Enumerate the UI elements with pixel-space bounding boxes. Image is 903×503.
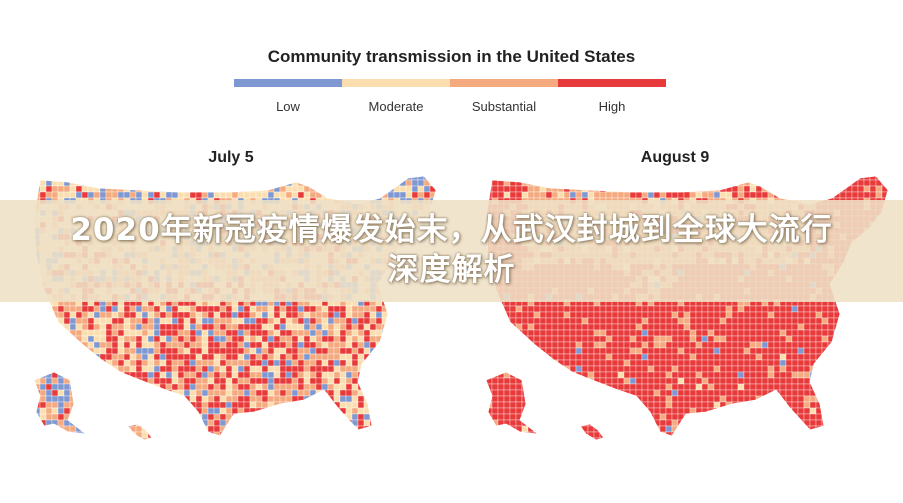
chart-title: Community transmission in the United Sta… [267,47,636,66]
banner-line-1: 2020年新冠疫情爆发始末，从武汉封城到全球大流行 [70,212,833,248]
banner-headline: 2020年新冠疫情爆发始末，从武汉封城到全球大流行 深度解析 [0,210,903,290]
legend-label-moderate: Moderate [368,99,424,114]
title-banner [0,200,903,302]
legend-swatch-low [234,79,342,87]
map-title-august: August 9 [640,149,710,166]
legend-label-low: Low [276,99,300,114]
banner-line-2: 深度解析 [387,252,516,288]
map-title-july: July 5 [208,149,254,166]
legend: Low Moderate Substantial High [234,79,666,119]
legend-swatch-moderate [342,79,450,87]
legend-swatch-substantial [450,79,558,87]
legend-swatch-high [558,79,666,87]
legend-label-substantial: Substantial [471,99,537,114]
legend-label-high: High [598,99,626,114]
